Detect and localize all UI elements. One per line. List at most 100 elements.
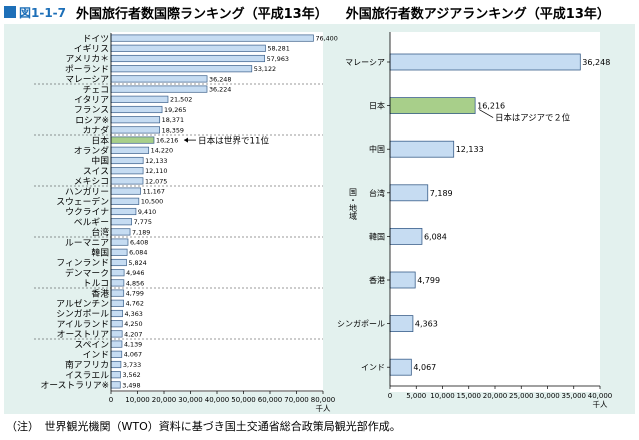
left-category-label: ベルギー: [74, 217, 109, 228]
left-bar: [110, 238, 129, 246]
left-value-label: 9,410: [138, 208, 156, 216]
left-bar: [110, 105, 163, 114]
left-bar: [110, 248, 128, 256]
left-bar: [110, 34, 314, 42]
left-category-label: チェコ: [83, 84, 109, 95]
left-value-label: 5,824: [128, 259, 146, 267]
left-value-label: 11,167: [143, 188, 165, 196]
right-bar: [389, 140, 455, 158]
left-value-label: 4,799: [126, 290, 144, 298]
left-value-label: 3,498: [122, 381, 140, 389]
left-bar: [110, 177, 144, 185]
left-x-tick-label: 10,000: [125, 396, 150, 404]
left-x-tick-label: 0: [109, 396, 113, 404]
charts-svg: ドイツ 76,400 イギリス 58,281 アメリカ＊ 57,963 ポーランド 53,12…: [34, 32, 613, 413]
left-bar: [110, 340, 123, 348]
left-category-label: 韓国: [91, 248, 109, 259]
left-chart-title: 外国旅行者数国際ランキング（平成13年）: [76, 6, 328, 22]
left-x-tick-label: 70,000: [284, 396, 309, 404]
right-bar: [389, 184, 429, 202]
left-value-label: 36,248: [209, 75, 231, 83]
left-value-label: 3,562: [122, 371, 140, 379]
footnote: （注） 世界観光機関（WTO）資料に基づき国土交通省総合政策局観光部作成。: [6, 420, 401, 433]
left-value-label: 12,110: [145, 167, 167, 175]
left-bar: [110, 371, 121, 379]
left-bar: [110, 75, 208, 83]
left-category-label: ポーランド: [65, 64, 109, 75]
left-category-label: ハンガリー: [65, 186, 109, 197]
right-x-tick-label: 40,000: [588, 392, 613, 400]
right-x-axis-unit: 千人: [593, 399, 608, 409]
right-bar: [389, 97, 476, 114]
right-value-label: 4,363: [415, 320, 438, 329]
left-bar: [110, 85, 208, 93]
left-category-label: オランダ: [74, 145, 109, 157]
left-category-label: スウェーデン: [56, 196, 109, 208]
left-value-label: 12,075: [145, 177, 167, 185]
left-category-label: フィンランド: [56, 258, 109, 269]
left-bar: [110, 330, 123, 338]
left-category-label: スイス: [83, 167, 109, 177]
left-value-label: 16,216: [156, 137, 178, 145]
left-bar: [110, 309, 123, 318]
left-bar: [110, 381, 121, 389]
right-category-label: 台湾: [369, 188, 385, 198]
left-value-label: 58,281: [267, 45, 289, 53]
right-y-axis-label: 国・地域: [349, 188, 358, 220]
left-bar: [110, 146, 150, 154]
left-category-label: オーストリア: [57, 329, 110, 340]
right-value-label: 4,799: [417, 276, 440, 285]
left-bar: [110, 197, 140, 205]
left-annotation-text: 日本は世界で11位: [198, 134, 269, 146]
right-x-tick-label: 35,000: [562, 392, 587, 400]
left-bar: [110, 218, 132, 226]
left-value-label: 7,189: [132, 228, 150, 236]
right-annotation-text: 日本はアジアで２位: [495, 113, 570, 123]
left-category-label: アメリカ＊: [65, 54, 109, 65]
left-bar: [110, 299, 124, 307]
left-category-label: カナダ: [83, 124, 110, 136]
left-category-label: オーストラリア※: [40, 380, 109, 391]
left-category-label: 日本: [91, 134, 109, 146]
left-bar: [110, 279, 125, 287]
left-x-tick-label: 40,000: [205, 396, 230, 404]
right-x-tick-label: 25,000: [509, 392, 534, 400]
left-value-label: 57,963: [267, 55, 289, 63]
left-value-label: 14,220: [151, 147, 173, 155]
left-bar: [110, 187, 141, 195]
left-value-label: 18,359: [162, 126, 184, 134]
left-bar: [110, 350, 123, 358]
left-value-label: 36,224: [209, 86, 231, 94]
right-x-tick-label: 15,000: [457, 392, 482, 400]
left-bar: [110, 136, 155, 144]
left-x-tick-label: 50,000: [231, 396, 256, 404]
right-x-tick-label: 10,000: [430, 392, 455, 400]
left-bar: [110, 95, 169, 103]
left-category-label: ロシア※: [75, 116, 109, 126]
left-x-tick-label: 60,000: [258, 396, 283, 404]
left-value-label: 18,371: [162, 116, 184, 124]
left-value-label: 21,502: [170, 96, 192, 104]
left-category-label: 香港: [91, 287, 109, 299]
left-category-label: 中国: [91, 155, 109, 167]
right-value-label: 4,067: [413, 363, 436, 372]
right-category-label: 中国: [369, 144, 385, 154]
chart-panel: ドイツ 76,400 イギリス 58,281 アメリカ＊ 57,963 ポーランド 53,12…: [4, 24, 635, 414]
left-x-tick-label: 80,000: [311, 396, 336, 404]
right-value-label: 6,084: [424, 232, 447, 241]
left-value-label: 4,856: [126, 279, 144, 287]
right-category-label: マレーシア: [345, 58, 385, 67]
left-value-label: 4,207: [124, 330, 142, 338]
left-x-tick-label: 20,000: [152, 396, 177, 404]
left-value-label: 4,762: [126, 300, 144, 308]
left-value-label: 19,265: [164, 106, 186, 114]
left-category-label: アルゼンチン: [56, 298, 109, 310]
left-value-label: 4,067: [124, 351, 142, 359]
left-value-label: 6,408: [130, 239, 148, 247]
left-value-label: 53,122: [254, 65, 276, 73]
right-value-label: 12,133: [456, 145, 484, 154]
left-bar: [110, 289, 125, 297]
left-category-label: インド: [83, 351, 109, 361]
right-bar: [389, 227, 423, 245]
left-x-axis-unit: 千人: [316, 403, 331, 413]
